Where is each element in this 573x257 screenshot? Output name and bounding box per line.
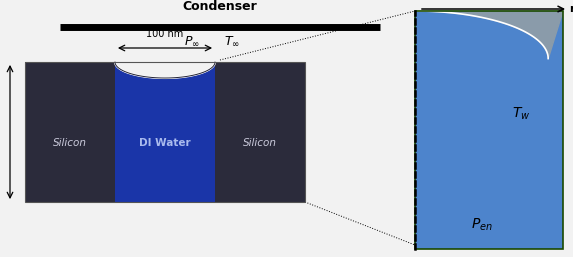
Bar <box>25 62 115 202</box>
Bar <box>415 11 563 249</box>
Bar <box>25 62 115 202</box>
Bar <box>415 11 563 249</box>
Bar <box>25 62 305 202</box>
Text: Silicon: Silicon <box>243 138 277 148</box>
Text: $T_{\infty}$: $T_{\infty}$ <box>224 34 240 48</box>
Text: $T_w$: $T_w$ <box>512 105 531 122</box>
Text: DI Water: DI Water <box>139 138 191 148</box>
Text: Silicon: Silicon <box>53 138 87 148</box>
Text: Condenser: Condenser <box>183 0 257 13</box>
Text: z: z <box>419 0 425 1</box>
Bar <box>215 62 305 202</box>
Text: $P_{\infty}$: $P_{\infty}$ <box>184 34 200 48</box>
Text: 100 nm: 100 nm <box>146 29 183 39</box>
Polygon shape <box>115 57 215 78</box>
Bar <box>115 62 215 202</box>
Polygon shape <box>415 11 563 59</box>
Text: $P_{en}$: $P_{en}$ <box>470 217 493 233</box>
Text: r: r <box>569 4 573 14</box>
Bar <box>215 62 305 202</box>
